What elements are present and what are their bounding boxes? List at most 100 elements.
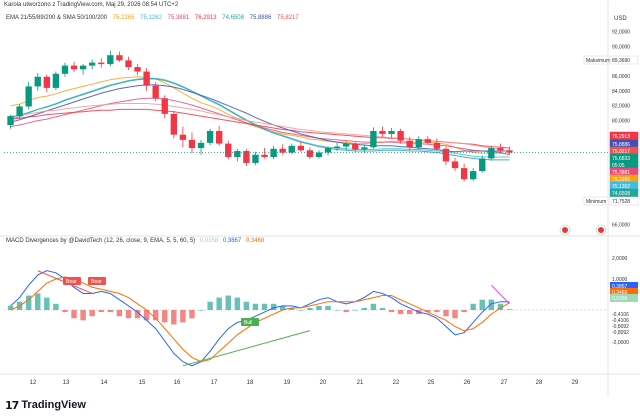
candle-body — [488, 148, 495, 159]
macd-histogram-bar — [279, 305, 286, 310]
macd-histogram-bar — [406, 310, 413, 315]
macd-histogram-bar — [189, 310, 195, 319]
ma-line-sma-100 — [10, 84, 510, 153]
candle-body — [197, 142, 205, 149]
macd-axis-label-bg — [610, 294, 638, 302]
candle-body — [497, 148, 504, 151]
tradingview-logo[interactable]: 17 TradingView — [5, 398, 86, 412]
price-axis-tick-label: 90,0000 — [612, 44, 630, 50]
macd-axis-tick-label: -0,8092 — [612, 324, 629, 330]
macd-series-macd — [10, 270, 510, 367]
currency-label: USD — [614, 16, 627, 22]
macd-histogram-bar — [35, 293, 41, 310]
price-axis-tick-label: 84,0000 — [612, 89, 630, 95]
divergence-tag-text: Bear — [91, 279, 102, 285]
candle-body — [34, 76, 41, 87]
macd-histogram-bar — [506, 309, 513, 310]
price-axis-tick-label: 80,0000 — [612, 119, 630, 125]
macd-histogram-bar — [71, 310, 77, 319]
divergence-tag — [63, 277, 81, 285]
macd-histogram-bar — [243, 301, 250, 310]
x-axis-tick-label: 25 — [428, 380, 435, 386]
x-axis-tick-label: 14 — [101, 380, 108, 386]
macd-histogram-bar — [152, 310, 159, 321]
candle-body — [288, 145, 295, 153]
macd-series-signal — [10, 276, 510, 363]
x-axis-tick-label: 18 — [247, 380, 254, 386]
bull-divergence-line — [182, 330, 311, 367]
candle-body — [433, 142, 441, 149]
macd-histogram-bar — [225, 295, 231, 310]
macd-histogram-bar — [470, 303, 476, 310]
macd-histogram-bar — [143, 310, 150, 321]
macd-histogram-bar — [388, 310, 395, 313]
candle-body — [125, 60, 132, 68]
macd-axis-tick-label: -0,4106 — [612, 318, 629, 324]
price-axis-label: 75,6833 — [612, 156, 630, 162]
macd-histogram-bar — [379, 307, 386, 310]
event-flag-icon-dot — [598, 227, 604, 233]
macd-histogram-bar — [198, 310, 204, 311]
macd-axis-label: 0,3468 — [612, 290, 628, 296]
x-axis-tick-label: 19 — [284, 380, 291, 386]
macd-histogram-bar — [334, 310, 340, 311]
macd-histogram-bar — [89, 310, 95, 317]
candle-body — [143, 71, 150, 86]
candle-body — [89, 62, 96, 66]
macd-histogram-bar — [343, 310, 349, 313]
candle-body — [297, 145, 304, 151]
ma-indicator-legend[interactable]: EMA 21/55/89/200 & SMA 50/100/200 75,226… — [6, 15, 303, 21]
price-axis-tick-label: 92,0000 — [612, 29, 630, 35]
divergence-line-recent — [490, 284, 510, 305]
price-extreme-tag-text: Minimum — [586, 199, 606, 205]
macd-histogram-bar — [207, 301, 213, 310]
candle-body — [52, 73, 60, 88]
macd-histogram-bar — [44, 297, 50, 310]
candle-body — [70, 65, 78, 70]
macd-histogram-bar — [134, 310, 141, 319]
candle-body — [460, 168, 468, 180]
price-extreme-tag — [583, 55, 609, 65]
candle-body — [170, 113, 177, 135]
macd-histogram-bar — [316, 305, 322, 310]
candle-body — [152, 85, 159, 99]
price-axis-tick-label: 82,0000 — [612, 104, 630, 110]
macd-histogram-bar — [62, 310, 68, 313]
price-axis-label: 75,8217 — [612, 149, 630, 155]
macd-histogram-bar — [361, 307, 368, 310]
macd-indicator-legend[interactable]: MACD Divergences by @DavidTech (12, 26, … — [6, 238, 267, 244]
candle-body — [388, 130, 395, 134]
macd-histogram-bar — [107, 310, 114, 313]
macd-axis-tick-label: -0,8092 — [612, 330, 629, 336]
macd-histogram-bar — [180, 310, 186, 323]
x-axis-tick-label: 26 — [464, 380, 471, 386]
ma-value-sma200: 75,8217 — [277, 15, 299, 21]
candle-body — [442, 148, 450, 162]
candle-body — [134, 67, 141, 72]
macd-axis-tick-label: 2,0000 — [612, 256, 628, 262]
macd-histogram-bar — [488, 299, 495, 310]
x-axis-tick-label: 28 — [536, 380, 543, 386]
macd-histogram-bar — [116, 310, 123, 317]
price-extreme-tag — [583, 196, 609, 206]
price-axis-label: 05:05 — [612, 163, 625, 169]
candle-body — [243, 151, 250, 163]
tradingview-mark-icon: 17 — [5, 398, 19, 412]
x-axis-tick-label: 17 — [211, 380, 218, 386]
macd-axis-label: 0,3867 — [612, 284, 628, 290]
candle-body — [270, 148, 277, 157]
candle-body — [333, 146, 341, 149]
candle-body — [43, 76, 50, 88]
macd-histogram-bar — [80, 310, 86, 321]
candle-body — [470, 171, 477, 180]
candle-body — [7, 116, 14, 126]
x-axis-tick-label: 21 — [357, 380, 364, 386]
x-axis-tick-label: 13 — [63, 380, 70, 386]
macd-histogram-bar — [352, 310, 358, 311]
macd-value-signal: 0,3468 — [245, 238, 265, 244]
x-axis-tick-label: 16 — [174, 380, 181, 386]
divergence-tag — [241, 318, 259, 326]
ma-value-sma100: 75,8886 — [249, 15, 272, 21]
macd-histogram-bar — [289, 307, 295, 310]
